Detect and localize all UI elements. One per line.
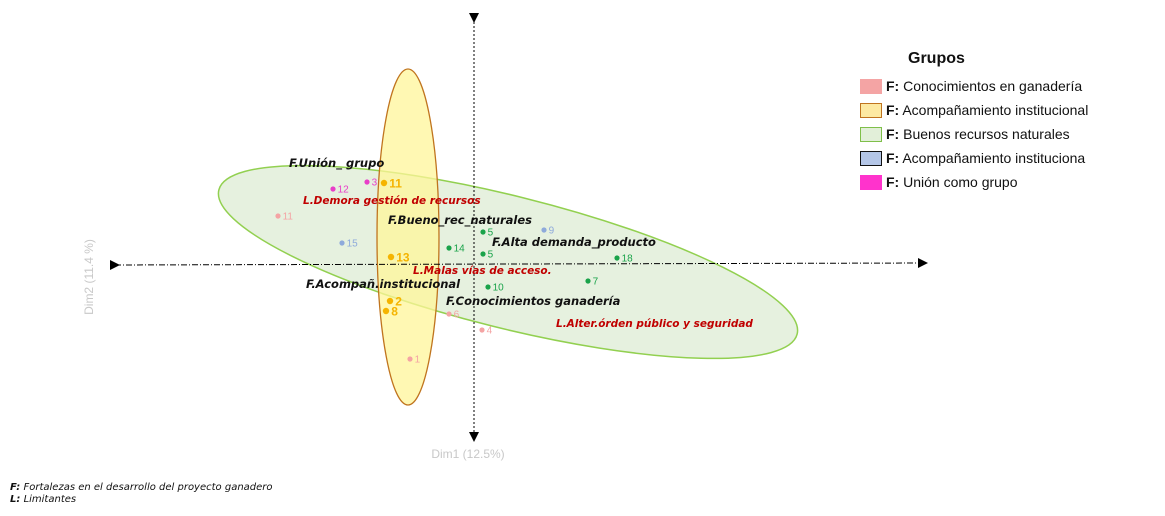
point-acomp_inst2-15	[339, 240, 344, 245]
legend-prefix: F:	[886, 126, 899, 142]
legend-item-1: F: Acompañamiento institucional	[860, 98, 1165, 122]
y-axis-label: Dim2 (11.4 %)	[82, 239, 96, 315]
point-recursos-7	[585, 278, 590, 283]
point-label-recursos-14: 14	[454, 244, 466, 255]
legend-swatch	[860, 151, 882, 166]
legend-label: F: Unión como grupo	[886, 174, 1018, 190]
point-union-3	[364, 179, 369, 184]
legend-swatch	[860, 175, 882, 190]
legend-items: F: Conocimientos en ganadería F: Acompaña…	[860, 74, 1165, 194]
footnote-f: F: Fortalezas en el desarrollo del proye…	[10, 482, 273, 494]
point-label-recursos-7: 7	[593, 277, 599, 288]
annotation-limitante-7: L.Alter.órden público y seguridad	[556, 318, 753, 330]
point-label-recursos-10: 10	[493, 283, 505, 294]
annotation-fortaleza-0: F.Unión_ grupo	[289, 156, 384, 171]
point-conocimientos-6	[446, 311, 451, 316]
acompanamiento-institucional-ellipse	[377, 69, 439, 405]
point-label-conocimientos-6: 6	[454, 310, 460, 321]
point-label-acomp_inst-11: 11	[389, 176, 402, 190]
legend-item-2: F: Buenos recursos naturales	[860, 122, 1165, 146]
footnote-l: L: Limitantes	[10, 494, 273, 506]
point-acomp_inst2-9	[541, 227, 546, 232]
legend-prefix: F:	[886, 78, 899, 94]
point-label-conocimientos-1: 1	[415, 355, 421, 366]
x-axis-label: Dim1 (12.5%)	[431, 447, 504, 461]
legend-item-3: F: Acompañamiento instituciona	[860, 146, 1165, 170]
legend-item-4: F: Unión como grupo	[860, 170, 1165, 194]
annotation-fortaleza-5: F.Acompañ.institucional	[306, 277, 461, 291]
annotation-limitante-4: L.Malas vías de acceso.	[413, 265, 552, 277]
legend: Grupos F: Conocimientos en ganadería F: A…	[860, 50, 1165, 194]
point-label-acomp_inst2-15: 15	[347, 239, 359, 250]
legend-title: Grupos	[908, 50, 1165, 68]
point-acomp_inst-8	[383, 308, 389, 314]
point-conocimientos-11	[275, 213, 280, 218]
point-label-acomp_inst-13: 13	[396, 250, 410, 264]
footnote-f-prefix: F:	[10, 482, 20, 493]
annotation-limitante-1: L.Demora gestión de recursos	[303, 195, 481, 207]
legend-swatch	[860, 103, 882, 118]
annotation-fortaleza-6: F.Conocimientos ganadería	[446, 294, 621, 308]
point-label-acomp_inst-8: 8	[391, 304, 398, 318]
point-recursos-5	[480, 229, 485, 234]
point-recursos-10	[485, 284, 490, 289]
annotation-fortaleza-2: F.Bueno_rec_naturales	[388, 213, 532, 228]
annotation-fortaleza-3: F.Alta demanda_producto	[492, 235, 656, 250]
point-conocimientos-1	[407, 356, 412, 361]
point-label-union-3: 3	[372, 178, 378, 189]
footnote-l-prefix: L:	[10, 494, 20, 505]
legend-label: F: Buenos recursos naturales	[886, 126, 1070, 142]
footnotes: F: Fortalezas en el desarrollo del proye…	[10, 482, 273, 506]
legend-prefix: F:	[886, 150, 899, 166]
point-label-conocimientos-4: 4	[487, 326, 493, 337]
point-acomp_inst-13	[388, 254, 394, 260]
legend-swatch	[860, 79, 882, 94]
point-recursos-5	[480, 251, 485, 256]
point-conocimientos-4	[479, 327, 484, 332]
legend-item-0: F: Conocimientos en ganadería	[860, 74, 1165, 98]
legend-label: F: Acompañamiento institucional	[886, 102, 1088, 118]
point-recursos-14	[446, 245, 451, 250]
point-label-union-12: 12	[338, 185, 350, 196]
point-label-recursos-5: 5	[488, 250, 494, 261]
legend-swatch	[860, 127, 882, 142]
legend-label: F: Conocimientos en ganadería	[886, 78, 1082, 94]
point-recursos-18	[614, 255, 619, 260]
legend-prefix: F:	[886, 174, 899, 190]
footnote-f-text: Fortalezas en el desarrollo del proyecto…	[23, 482, 272, 493]
point-acomp_inst-2	[387, 298, 393, 304]
point-label-conocimientos-11: 11	[283, 212, 294, 223]
point-union-12	[330, 186, 335, 191]
legend-label: F: Acompañamiento instituciona	[886, 150, 1085, 166]
legend-prefix: F:	[886, 102, 899, 118]
footnote-l-text: Limitantes	[24, 494, 77, 505]
point-label-recursos-18: 18	[622, 254, 634, 265]
point-acomp_inst-11	[381, 180, 387, 186]
